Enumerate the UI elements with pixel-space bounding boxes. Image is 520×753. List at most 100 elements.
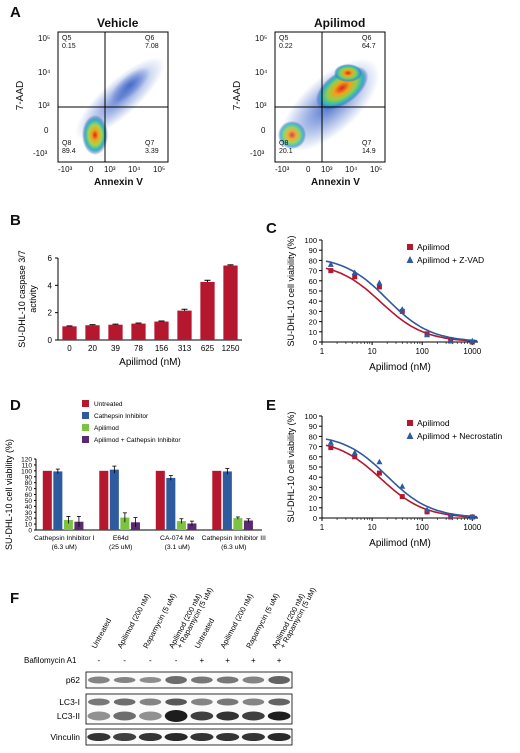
data-point [352, 274, 358, 280]
group-label: Cathepsin Inhibitor I [34, 535, 95, 542]
y-tick-label: 10 [309, 504, 317, 513]
panel-label-e: E [266, 397, 277, 414]
blot-band [216, 676, 239, 684]
x-tick-label: 1250 [222, 344, 240, 353]
y-tick-label: 20 [309, 494, 317, 503]
group-label: CA-074 Me [160, 535, 195, 542]
data-point [327, 439, 334, 445]
data-point [469, 337, 476, 344]
bafilomycin-sign: - [175, 656, 178, 665]
data-point [424, 331, 431, 338]
blot-band [139, 711, 162, 721]
y-tick-label: 90 [309, 246, 317, 255]
group-label: (25 uM) [109, 544, 132, 551]
bafilomycin-sign: - [149, 656, 152, 665]
bafilomycin-label: Bafilomycin A1 [24, 656, 77, 665]
blot-band [87, 733, 111, 741]
panel-label-a: A [10, 4, 21, 21]
blot-band [267, 733, 291, 741]
vehicle-xtick: 10⁵ [153, 165, 166, 174]
apilimod-ytick: -10³ [250, 149, 265, 158]
bar [212, 470, 222, 530]
apilimod-q7-name: Q7 [362, 140, 372, 147]
apilimod-ytick: 0 [261, 126, 266, 135]
data-point [327, 261, 334, 267]
bar [200, 281, 215, 340]
legend-marker [406, 432, 414, 439]
y-tick-label: 40 [25, 504, 33, 511]
data-point [351, 449, 358, 456]
y-tick-label: 80 [309, 432, 317, 441]
x-tick-label: 1000 [463, 347, 481, 356]
legend-label: Apilimod + Z-VAD [417, 255, 484, 265]
legend-swatch [82, 412, 89, 419]
bar [131, 323, 146, 340]
y-tick-label: 50 [25, 498, 33, 505]
apilimod-q8-name: Q8 [279, 140, 289, 147]
blot-band [191, 676, 213, 684]
blot-label-vinculin: Vinculin [50, 732, 80, 742]
bar [62, 326, 77, 340]
y-tick-label: 6 [48, 254, 53, 263]
y-axis-label: SU-DHL-10 caspase 3/7activity [17, 250, 38, 348]
blot-band [268, 698, 290, 706]
blot-band [165, 676, 187, 684]
bafilomycin-sign: - [123, 656, 126, 665]
vehicle-q5-name: Q5 [62, 35, 72, 42]
blot-label-lc3-i: LC3-I [59, 697, 80, 707]
x-axis-label: Apilimod (nM) [369, 538, 431, 549]
vehicle-xtick: 10³ [104, 165, 116, 174]
blot-band [216, 698, 239, 706]
blot-band [190, 711, 214, 721]
y-tick-label: 30 [309, 307, 317, 316]
x-tick-label: 0 [67, 344, 72, 353]
flow-plot-vehicle [57, 31, 169, 163]
blot-band [113, 733, 137, 741]
y-axis-label: SU-DHL-10 cell viability (%) [4, 439, 14, 550]
bar [42, 470, 52, 530]
vehicle-q7-name: Q7 [145, 140, 155, 147]
blot-band [164, 733, 188, 741]
fit-curve [325, 438, 478, 518]
blot-band [87, 711, 111, 721]
blot-band [88, 698, 110, 706]
bar [155, 470, 165, 530]
y-tick-label: 0 [313, 338, 317, 347]
apilimod-ylabel: 7-AAD [232, 80, 244, 111]
apilimod-q6-name: Q6 [362, 35, 372, 42]
data-point [447, 337, 454, 344]
bar [187, 523, 197, 530]
vehicle-q6-name: Q6 [145, 35, 155, 42]
bar [109, 469, 119, 530]
x-tick-label: 1 [320, 347, 325, 356]
panel-label-b: B [10, 212, 21, 229]
data-point [469, 513, 476, 520]
panel-label-f: F [10, 590, 20, 607]
blot-box [85, 671, 293, 689]
bafilomycin-sign: - [98, 656, 101, 665]
blot-band [138, 733, 162, 741]
apilimod-xtick: -10³ [275, 165, 290, 174]
apilimod-xlabel: Annexin V [311, 177, 360, 188]
bafilomycin-sign: + [225, 656, 230, 665]
vehicle-q6-value: 7.08 [145, 43, 159, 50]
data-point [376, 470, 382, 476]
y-tick-label: 80 [25, 480, 33, 487]
apilimod-xtick: 10³ [321, 165, 333, 174]
blot-box [85, 693, 293, 725]
vehicle-q7-value: 3.39 [145, 148, 159, 155]
flow-plot-apilimod [274, 31, 386, 163]
x-tick-label: 313 [178, 344, 192, 353]
fit-curve [325, 444, 478, 518]
y-tick-label: 30 [25, 510, 33, 517]
bar [53, 471, 63, 530]
y-tick-label: 100 [304, 412, 317, 421]
legend-label: Apilimod [417, 418, 450, 428]
data-point [399, 483, 406, 489]
data-point [399, 306, 406, 312]
y-tick-label: 100 [21, 468, 32, 475]
apilimod-xtick: 0 [306, 165, 311, 174]
blot-band [267, 711, 291, 721]
blot-band [268, 676, 290, 684]
